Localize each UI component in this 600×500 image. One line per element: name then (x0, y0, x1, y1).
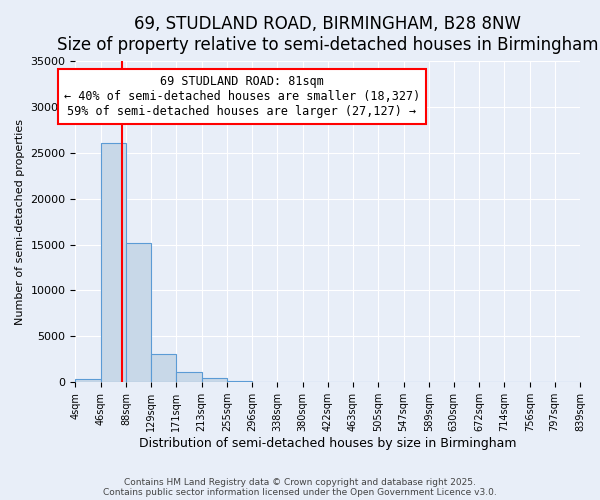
Text: 69 STUDLAND ROAD: 81sqm
← 40% of semi-detached houses are smaller (18,327)
59% o: 69 STUDLAND ROAD: 81sqm ← 40% of semi-de… (64, 76, 420, 118)
Bar (101, 142, 126, 382)
Bar (202, 378, 227, 382)
Y-axis label: Number of semi-detached properties: Number of semi-detached properties (15, 118, 25, 324)
X-axis label: Distribution of semi-detached houses by size in Birmingham: Distribution of semi-detached houses by … (139, 437, 517, 450)
Text: Contains HM Land Registry data © Crown copyright and database right 2025.
Contai: Contains HM Land Registry data © Crown c… (103, 478, 497, 497)
Title: 69, STUDLAND ROAD, BIRMINGHAM, B28 8NW
Size of property relative to semi-detache: 69, STUDLAND ROAD, BIRMINGHAM, B28 8NW S… (57, 15, 598, 54)
Bar (176, 372, 202, 382)
Bar (151, 354, 176, 382)
Bar (76, 378, 101, 382)
Bar (126, 242, 151, 382)
